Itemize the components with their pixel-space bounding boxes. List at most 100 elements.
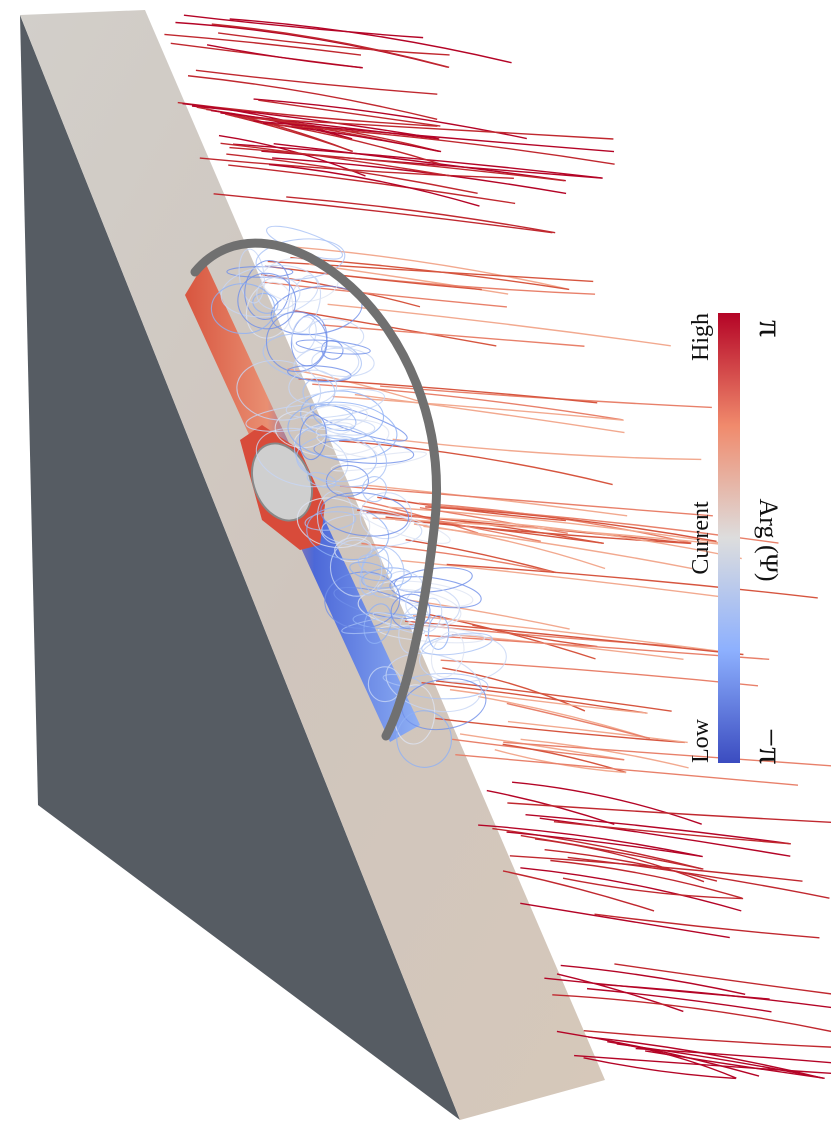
streamline — [354, 393, 625, 434]
streamline — [244, 259, 291, 320]
streamline — [228, 164, 516, 205]
streamline — [361, 476, 387, 503]
colorbar-label-high: High — [688, 313, 714, 361]
streamline — [285, 388, 386, 419]
streamline — [274, 410, 328, 449]
streamline — [236, 359, 322, 421]
streamline — [425, 506, 717, 543]
streamline — [552, 994, 831, 1033]
streamline — [405, 539, 556, 574]
streamline — [224, 113, 354, 153]
streamline — [455, 754, 799, 786]
streamline — [268, 163, 480, 207]
streamline — [377, 624, 486, 644]
streamline — [534, 838, 705, 883]
streamline — [195, 69, 438, 95]
streamline — [421, 632, 493, 656]
streamline — [427, 614, 450, 650]
streamline — [296, 497, 371, 549]
streamline — [553, 820, 791, 845]
streamline — [210, 283, 276, 335]
streamline — [511, 781, 702, 825]
streamline — [363, 603, 392, 644]
streamline — [290, 256, 570, 291]
streamline — [248, 119, 441, 165]
streamline — [311, 347, 375, 378]
streamline — [298, 414, 327, 461]
streamline — [520, 867, 742, 912]
streamline — [213, 193, 553, 234]
streamline — [503, 741, 831, 767]
streamline — [599, 983, 831, 1009]
colorbar-title: Arg (Ψ) — [754, 499, 783, 582]
streamline — [361, 505, 541, 542]
streamline — [560, 964, 746, 995]
streamline — [359, 508, 451, 544]
streamline — [300, 390, 385, 440]
streamline — [267, 123, 615, 165]
streamline — [442, 667, 586, 712]
streamline — [229, 146, 565, 182]
streamline — [440, 659, 759, 687]
streamline — [293, 424, 388, 488]
streamline — [525, 814, 790, 845]
streamline — [349, 561, 393, 582]
streamline — [265, 311, 328, 373]
streamline — [361, 546, 405, 598]
streamline — [269, 244, 569, 290]
streamline — [478, 695, 650, 740]
streamlines — [164, 14, 831, 1080]
streamline — [412, 615, 744, 656]
streamline — [359, 547, 390, 596]
streamline — [218, 32, 450, 56]
streamline — [404, 620, 744, 656]
streamline — [390, 593, 431, 630]
streamline — [286, 196, 556, 234]
streamline — [329, 539, 383, 597]
streamline — [405, 587, 461, 626]
streamline — [435, 717, 685, 744]
streamline — [586, 987, 772, 1013]
streamline — [316, 433, 378, 459]
streamline — [451, 633, 684, 661]
ring — [190, 238, 441, 741]
streamline — [338, 440, 613, 486]
streamline — [325, 464, 370, 497]
streamline — [492, 827, 703, 870]
streamline — [478, 824, 702, 858]
streamline — [220, 142, 453, 177]
colorbar-max: π — [752, 320, 789, 337]
streamline — [302, 377, 336, 408]
streamline — [446, 563, 818, 599]
streamline — [312, 383, 623, 421]
streamline — [308, 318, 365, 349]
streamline — [400, 559, 730, 599]
scene-3d — [20, 10, 831, 1120]
streamline — [372, 517, 740, 547]
streamline — [258, 99, 441, 127]
streamline — [583, 1057, 736, 1080]
streamline — [614, 963, 831, 995]
streamline — [187, 75, 438, 121]
colorbar-label-low: Low — [688, 718, 714, 763]
streamline — [229, 18, 512, 64]
streamline — [502, 870, 655, 912]
streamline — [645, 1050, 825, 1080]
streamline — [232, 143, 602, 179]
streamline — [320, 492, 410, 537]
streamline — [361, 542, 555, 574]
streamline — [322, 324, 585, 347]
streamline — [183, 14, 424, 39]
streamline — [366, 484, 628, 517]
streamline — [253, 120, 615, 153]
streamline — [430, 631, 465, 678]
streamline — [583, 1030, 831, 1048]
streamline — [264, 265, 482, 291]
streamline — [256, 276, 301, 311]
streamline — [423, 525, 693, 570]
streamline — [339, 485, 713, 517]
streamline — [292, 309, 497, 347]
streamline — [273, 142, 566, 182]
streamline — [313, 439, 415, 464]
